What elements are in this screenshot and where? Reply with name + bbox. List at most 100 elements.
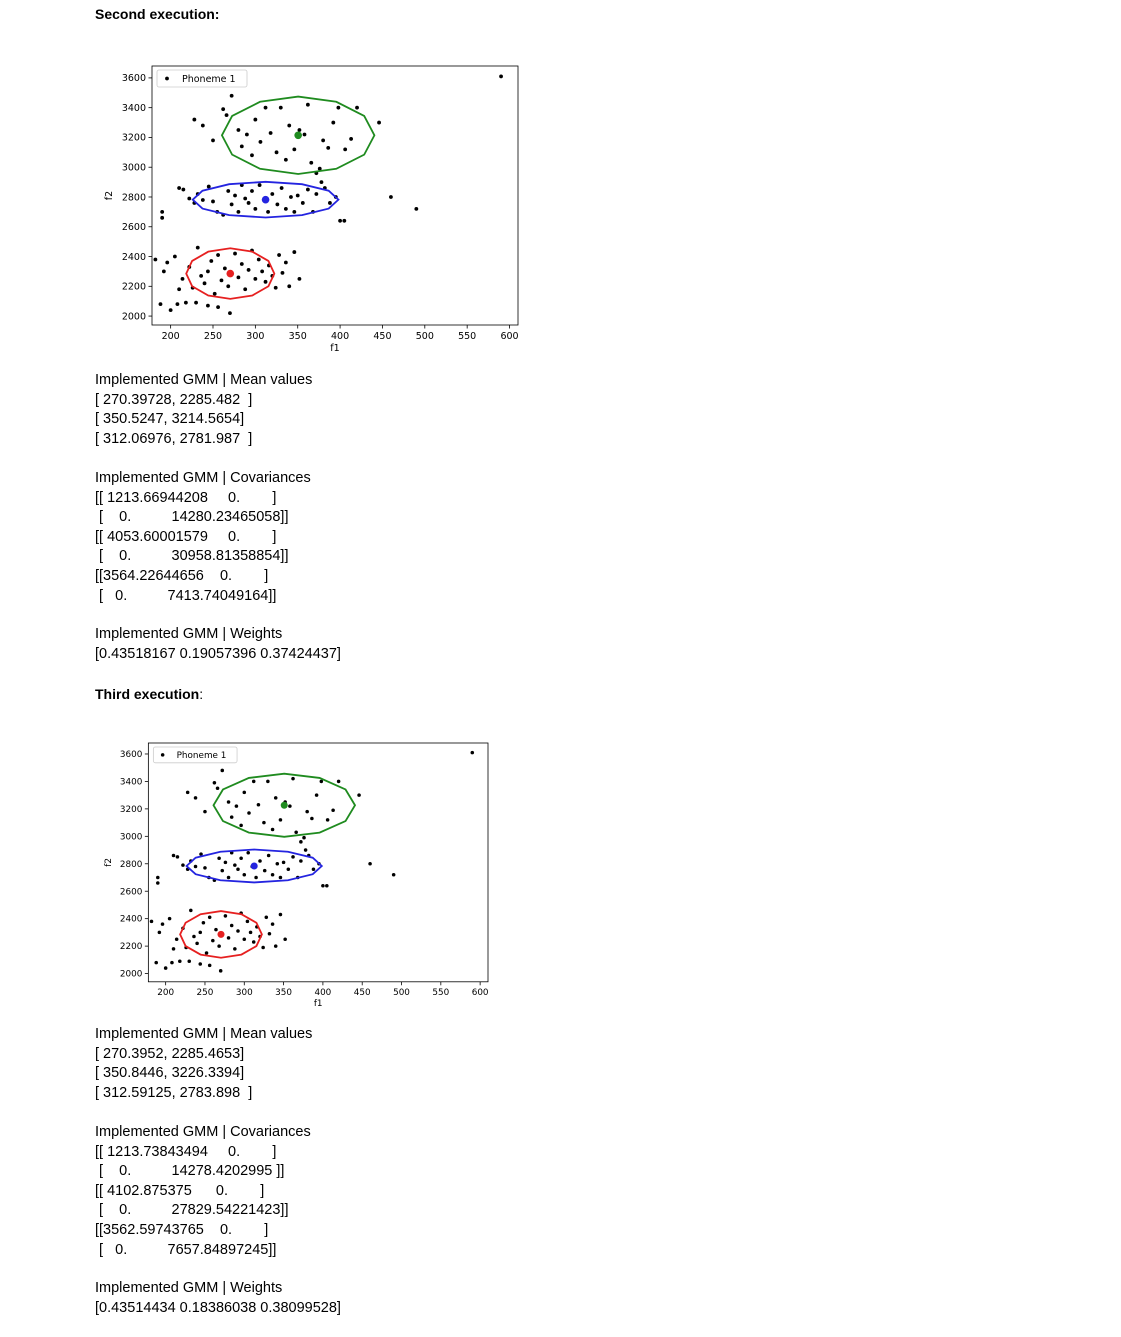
data-point — [236, 275, 241, 280]
weights-title: Implemented GMM | Weights — [95, 626, 283, 642]
legend-label: Phoneme 1 — [182, 74, 236, 85]
data-point — [288, 804, 292, 808]
data-point — [158, 302, 163, 307]
x-tick-label: 600 — [472, 988, 489, 998]
data-point — [391, 872, 396, 877]
data-point — [246, 268, 251, 272]
data-point — [220, 868, 225, 873]
y-tick-label: 2600 — [120, 887, 143, 897]
data-point — [175, 302, 180, 307]
data-point — [292, 250, 297, 254]
cov-row: [[ 1213.66944208 0. ] — [95, 489, 277, 506]
data-point — [248, 930, 253, 935]
data-point — [247, 811, 251, 815]
data-point — [226, 189, 231, 193]
data-point — [193, 796, 198, 800]
data-point — [226, 875, 231, 880]
data-point — [319, 779, 324, 784]
y-tick-label: 2800 — [122, 192, 146, 203]
cov-row: [ 0. 30958.81358854]] — [95, 548, 289, 565]
data-point — [226, 284, 231, 289]
data-point — [224, 113, 229, 118]
data-point — [156, 875, 160, 880]
y-tick-label: 2800 — [120, 860, 143, 870]
data-point — [499, 74, 503, 79]
data-point — [300, 201, 305, 205]
data-point — [239, 823, 243, 828]
data-point — [292, 209, 297, 214]
data-point — [274, 150, 279, 155]
data-point — [470, 750, 475, 755]
data-point — [200, 123, 205, 128]
x-tick-label: 550 — [432, 988, 449, 998]
data-point — [279, 186, 284, 190]
cluster-ellipse — [212, 772, 357, 838]
data-point — [161, 269, 166, 274]
data-point — [233, 947, 237, 951]
data-point — [331, 120, 336, 125]
weights-block-third: Implemented GMM | Weights [0.43514434 0.… — [95, 1279, 341, 1318]
data-point — [244, 132, 249, 137]
data-point — [321, 138, 326, 143]
data-point — [171, 947, 176, 951]
data-point — [246, 851, 250, 855]
data-point — [201, 921, 206, 925]
data-point — [217, 944, 221, 948]
cov-block-second: Implemented GMM | Covariances [[ 1213.66… — [95, 469, 311, 606]
data-point — [223, 860, 228, 865]
data-point — [180, 276, 185, 281]
data-point — [389, 195, 393, 199]
cluster-ellipse — [191, 180, 340, 219]
x-tick-label: 600 — [500, 331, 518, 342]
data-point — [168, 308, 173, 313]
data-point — [270, 827, 275, 832]
data-point — [177, 186, 182, 190]
data-point — [160, 209, 165, 214]
data-point — [338, 218, 342, 223]
weights-row: [0.43514434 0.18386038 0.38099528] — [95, 1299, 341, 1316]
cov-row: [ 0. 14280.23465058]] — [95, 509, 289, 526]
data-point — [236, 929, 240, 933]
data-point — [297, 276, 302, 281]
data-point — [377, 120, 381, 125]
data-point — [256, 257, 261, 262]
cov-row: [[3562.59743765 0. ] — [95, 1221, 269, 1238]
data-point — [211, 938, 215, 943]
mean-row: [ 312.59125, 2783.898 ] — [95, 1084, 253, 1101]
means-block-third: Implemented GMM | Mean values [ 270.3952… — [95, 1025, 312, 1103]
data-point — [243, 196, 248, 201]
weights-block-second: Implemented GMM | Weights [0.43518167 0.… — [95, 625, 341, 664]
mean-row: [ 270.3952, 2285.4653] — [95, 1045, 245, 1062]
x-tick-label: 250 — [197, 988, 214, 998]
y-tick-label: 2400 — [120, 915, 143, 925]
cov-row: [[ 4053.60001579 0. ] — [95, 528, 277, 545]
data-point — [228, 311, 232, 315]
section-heading-third: Third execution: — [95, 686, 204, 702]
cov-row: [ 0. 7413.74049164]] — [95, 587, 277, 604]
data-point — [194, 300, 198, 305]
mean-row: [ 350.5247, 3214.5654] — [95, 411, 245, 428]
data-point — [270, 922, 275, 926]
data-point — [198, 930, 203, 935]
data-point — [299, 859, 303, 863]
data-point — [203, 866, 207, 870]
legend-box — [152, 746, 238, 764]
data-point — [215, 786, 220, 791]
data-point — [325, 883, 329, 888]
data-point — [336, 105, 341, 110]
cluster-mean — [217, 930, 225, 938]
y-axis-label: f2 — [104, 191, 115, 200]
data-point — [253, 276, 258, 281]
data-point — [302, 835, 306, 840]
data-point — [160, 922, 165, 926]
data-point — [214, 927, 218, 932]
x-tick-label: 500 — [393, 988, 410, 998]
data-point — [206, 303, 210, 308]
data-point — [192, 117, 197, 122]
y-tick-label: 3600 — [122, 73, 146, 84]
weights-title: Implemented GMM | Weights — [95, 1280, 283, 1296]
data-point — [309, 160, 314, 165]
cov-row: [ 0. 27829.54221423]] — [95, 1202, 289, 1219]
y-tick-label: 2000 — [120, 970, 143, 980]
data-point — [242, 937, 247, 942]
